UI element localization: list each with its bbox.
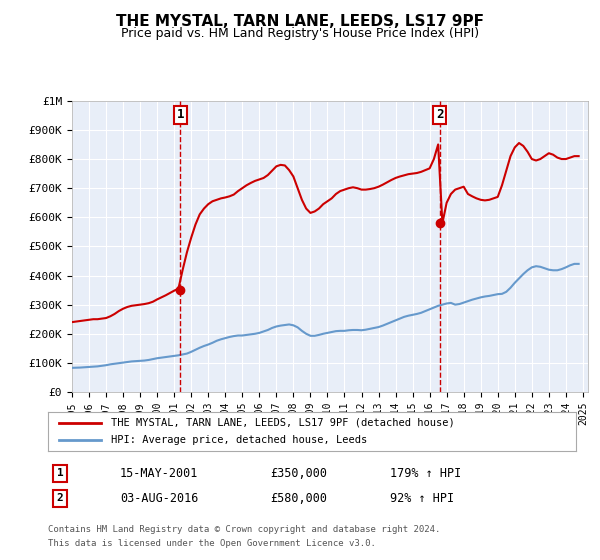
Text: 1: 1 (177, 108, 184, 122)
Text: THE MYSTAL, TARN LANE, LEEDS, LS17 9PF (detached house): THE MYSTAL, TARN LANE, LEEDS, LS17 9PF (… (112, 418, 455, 428)
Text: 2: 2 (436, 108, 443, 122)
Text: Contains HM Land Registry data © Crown copyright and database right 2024.: Contains HM Land Registry data © Crown c… (48, 525, 440, 534)
Text: 03-AUG-2016: 03-AUG-2016 (120, 492, 199, 505)
Text: THE MYSTAL, TARN LANE, LEEDS, LS17 9PF: THE MYSTAL, TARN LANE, LEEDS, LS17 9PF (116, 14, 484, 29)
Text: 2: 2 (56, 493, 64, 503)
Text: Price paid vs. HM Land Registry's House Price Index (HPI): Price paid vs. HM Land Registry's House … (121, 27, 479, 40)
Text: £580,000: £580,000 (270, 492, 327, 505)
Text: 92% ↑ HPI: 92% ↑ HPI (390, 492, 454, 505)
Text: £350,000: £350,000 (270, 466, 327, 480)
Text: 15-MAY-2001: 15-MAY-2001 (120, 466, 199, 480)
Text: HPI: Average price, detached house, Leeds: HPI: Average price, detached house, Leed… (112, 435, 368, 445)
Text: This data is licensed under the Open Government Licence v3.0.: This data is licensed under the Open Gov… (48, 539, 376, 548)
Text: 1: 1 (56, 468, 64, 478)
Text: 179% ↑ HPI: 179% ↑ HPI (390, 466, 461, 480)
